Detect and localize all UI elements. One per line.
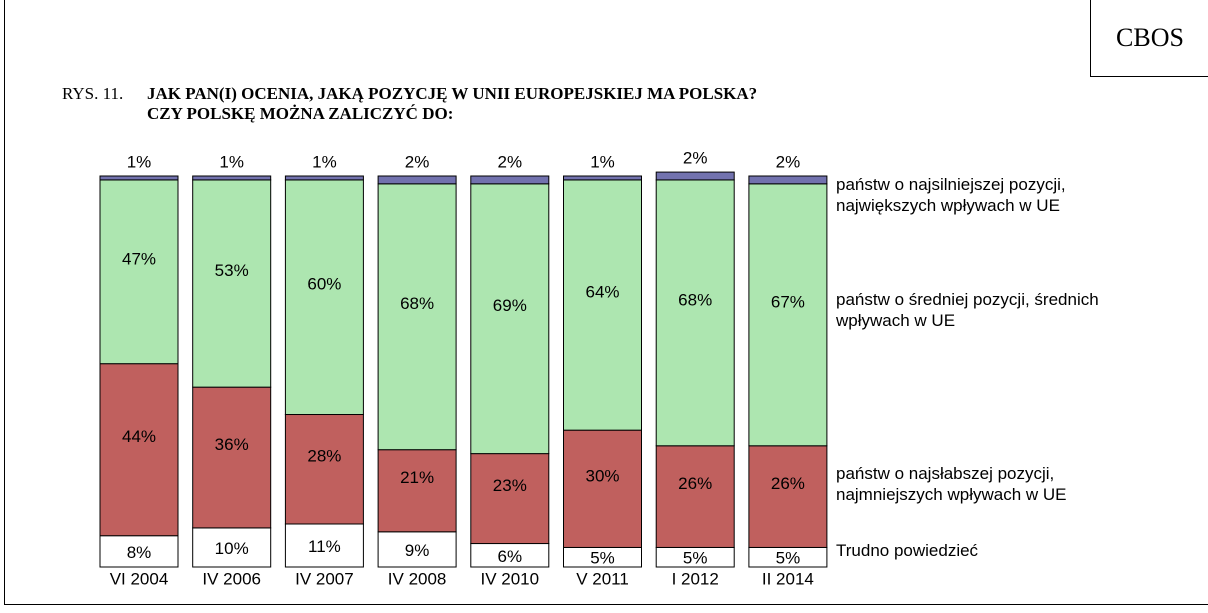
source: CBOS <box>1090 0 1208 77</box>
bar-segment <box>377 183 457 451</box>
bar-segment <box>377 531 457 568</box>
bar-segment <box>470 453 550 545</box>
value-label: 30% <box>585 466 619 485</box>
x-tick-label: IV 2006 <box>202 569 261 588</box>
bar-segment <box>99 363 179 537</box>
bar-segment <box>377 449 457 533</box>
bar-segment <box>99 175 179 181</box>
value-label: 11% <box>308 537 341 556</box>
value-label: 2% <box>405 152 430 171</box>
value-label: 9% <box>405 541 430 560</box>
bar-segment <box>563 175 642 181</box>
bar-segment <box>99 535 179 568</box>
value-label: 26% <box>771 474 805 493</box>
value-label: 1% <box>590 152 615 171</box>
value-label: 69% <box>493 296 527 315</box>
value-label: 21% <box>400 468 434 487</box>
value-label: 5% <box>590 549 615 568</box>
x-tick-label: IV 2007 <box>295 569 354 588</box>
value-label: 36% <box>215 435 249 454</box>
legend-entry: państw o najsilniejszej pozycji, najwięk… <box>836 175 1066 215</box>
value-label: 68% <box>678 290 712 309</box>
bar-segment <box>192 527 272 568</box>
legend-entry: Trudno powiedzieć <box>836 541 979 560</box>
bar-segment <box>284 523 364 568</box>
bar-segment <box>284 175 364 181</box>
value-label: 23% <box>493 476 527 495</box>
bar-segment <box>377 175 457 185</box>
value-label: 64% <box>585 283 619 302</box>
value-label: 1% <box>312 152 337 171</box>
value-label: 6% <box>498 547 523 566</box>
value-label: 44% <box>122 427 156 446</box>
bar-segment <box>748 445 828 548</box>
value-label: 68% <box>400 294 434 313</box>
x-tick-label: V 2011 <box>576 569 629 588</box>
bar-segment <box>748 175 828 185</box>
value-label: 5% <box>683 549 708 568</box>
bar-segment <box>748 183 828 447</box>
value-label: 26% <box>678 474 712 493</box>
x-tick-label: II 2014 <box>762 569 814 588</box>
bar-segment <box>563 429 642 548</box>
value-label: 53% <box>215 261 249 280</box>
value-label: 1% <box>219 152 244 171</box>
x-tick-label: I 2012 <box>672 569 719 588</box>
bar-segment <box>655 445 735 548</box>
x-tick-label: IV 2008 <box>388 569 447 588</box>
value-label: 2% <box>498 152 523 171</box>
bar-segment <box>470 183 550 455</box>
bar-segment <box>192 175 272 181</box>
bar-segment <box>192 386 272 529</box>
value-label: 2% <box>776 152 801 171</box>
value-label: 10% <box>215 539 249 558</box>
legend-entry: państw o średniej pozycji, średnich wpły… <box>836 290 1099 330</box>
title-line: JAK PAN(I) OCENIA, JAKĄ POZYCJĘ W UNII E… <box>147 84 758 103</box>
bar-segment <box>563 179 642 431</box>
bar-segment <box>655 171 735 181</box>
frame <box>4 0 1208 605</box>
x-tick-label: VI 2004 <box>110 569 169 588</box>
value-label: 47% <box>122 249 156 268</box>
value-label: 60% <box>307 275 341 294</box>
bar-segment <box>192 179 272 388</box>
value-label: 28% <box>307 447 341 466</box>
value-label: 2% <box>683 149 708 168</box>
value-label: 5% <box>776 549 801 568</box>
x-tick-label: IV 2010 <box>480 569 539 588</box>
legend-entry: państw o najsłabszej pozycji, najmniejsz… <box>836 464 1067 504</box>
bar-segment <box>470 175 550 185</box>
value-label: 8% <box>127 543 152 562</box>
figure-label: RYS. 11. <box>62 84 124 103</box>
bar-segment <box>655 179 735 447</box>
title-line: CZY POLSKĘ MOŻNA ZALICZYĆ DO: <box>147 104 454 123</box>
value-label: 1% <box>127 152 152 171</box>
bar-segment <box>284 179 364 416</box>
bar-segment <box>99 179 179 365</box>
bar-segment <box>284 414 364 525</box>
value-label: 67% <box>771 292 805 311</box>
